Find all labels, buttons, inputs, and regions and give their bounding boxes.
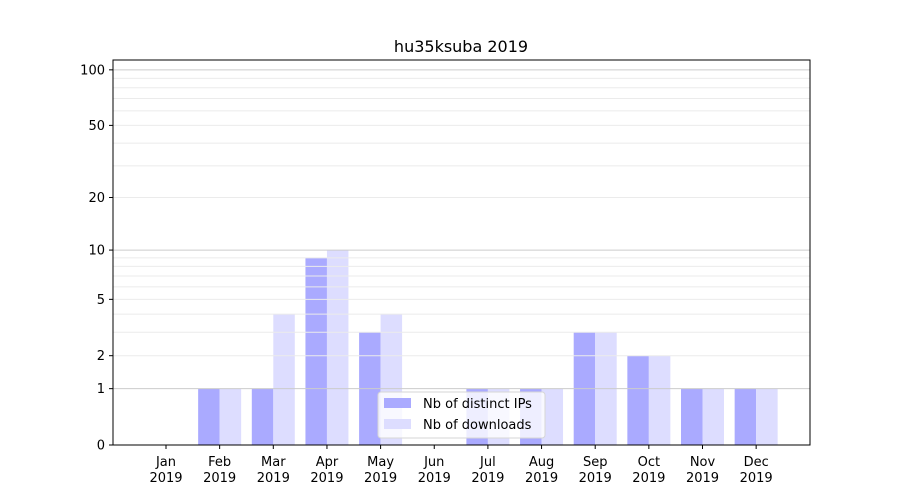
chart-title: hu35ksuba 2019 [394,37,528,56]
bar-downloads [219,388,242,445]
legend-swatch [384,419,411,429]
bar-downloads [756,388,778,445]
bar-distinct-ips [198,388,220,445]
legend-box [377,391,546,439]
legend-swatch [384,398,411,408]
x-tick-label: Jun 2019 [418,455,451,486]
bar-downloads [273,314,295,445]
y-tick-label: 20 [88,191,105,206]
bar-distinct-ips [627,355,649,445]
bar-distinct-ips [734,388,757,445]
grid-lines-overlay [113,69,810,390]
bar-distinct-ips [305,257,327,445]
bar-distinct-ips [681,388,703,445]
legend: Nb of distinct IPs Nb of downloads [377,391,546,439]
y-tick-label: 1 [97,382,105,397]
x-axis: Jan 2019 Feb 2019 Mar 2019 Apr 2019 May 2019 Jun 20… [149,445,773,486]
y-tick-label: 50 [88,119,105,134]
x-tick-label: Mar 2019 [257,455,290,486]
x-tick-label: Feb 2019 [203,455,236,486]
bar-downloads [702,388,724,445]
y-tick-label: 10 [88,244,105,259]
y-tick-label: 0 [97,439,105,454]
legend-label: Nb of distinct IPs [423,397,532,412]
y-tick-label: 5 [97,293,105,308]
x-tick-label: Nov 2019 [686,455,719,486]
x-tick-label: Dec 2019 [740,455,773,486]
legend-label: Nb of downloads [423,418,532,433]
x-tick-label: Jul 2019 [471,455,504,486]
x-tick-label: May 2019 [364,455,397,486]
x-tick-label: Sep 2019 [579,455,612,486]
bar-downloads [326,250,349,445]
bar-downloads [648,355,671,445]
bar-distinct-ips [251,388,274,445]
bar-downloads [541,388,564,445]
y-axis: 0 1 2 5 10 20 50 100 [80,63,113,454]
x-tick-label: Apr 2019 [310,455,343,486]
plot-area-frame [112,59,811,446]
x-tick-label: Oct 2019 [632,455,665,486]
x-tick-label: Jan 2019 [149,455,182,486]
y-tick-label: 2 [97,349,105,364]
x-tick-label: Aug 2019 [525,455,558,486]
y-tick-label: 100 [80,63,105,78]
